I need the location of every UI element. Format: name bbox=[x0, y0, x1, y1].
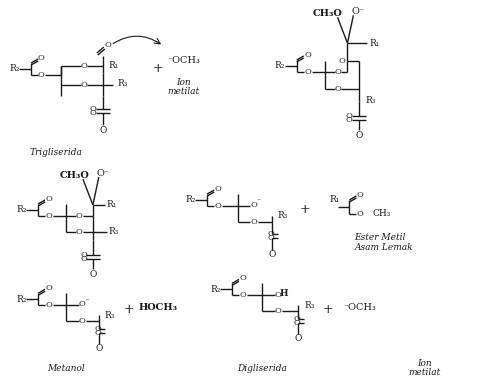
Text: O: O bbox=[268, 234, 275, 242]
Text: ⁻: ⁻ bbox=[257, 198, 261, 206]
Text: O: O bbox=[304, 68, 311, 76]
Text: O: O bbox=[90, 109, 96, 116]
Text: O: O bbox=[304, 51, 311, 59]
Text: R₁: R₁ bbox=[109, 61, 119, 71]
Text: Metanol: Metanol bbox=[47, 364, 85, 373]
Text: O: O bbox=[46, 301, 53, 309]
Text: R₃: R₃ bbox=[305, 301, 315, 310]
Text: R₃: R₃ bbox=[366, 96, 375, 105]
Text: CH₃O: CH₃O bbox=[313, 9, 343, 18]
Text: Asam Lemak: Asam Lemak bbox=[355, 243, 413, 252]
Text: Trigliserida: Trigliserida bbox=[30, 148, 83, 157]
Text: O: O bbox=[81, 251, 87, 258]
Text: O: O bbox=[99, 126, 107, 135]
Text: Digliserida: Digliserida bbox=[237, 364, 287, 373]
Text: CH₃O: CH₃O bbox=[59, 171, 89, 180]
Text: R₂: R₂ bbox=[275, 61, 285, 71]
Text: R₃: R₃ bbox=[109, 227, 119, 236]
Text: O: O bbox=[294, 334, 301, 343]
Text: O: O bbox=[76, 212, 82, 220]
Text: R₂: R₂ bbox=[9, 64, 20, 73]
Text: O: O bbox=[90, 105, 96, 113]
Text: O: O bbox=[268, 250, 275, 259]
Text: O: O bbox=[89, 270, 97, 279]
Text: +: + bbox=[322, 303, 333, 316]
Text: O: O bbox=[240, 291, 247, 299]
Text: O: O bbox=[38, 54, 45, 62]
Text: ⁻OCH₃: ⁻OCH₃ bbox=[167, 57, 200, 66]
Text: O: O bbox=[250, 201, 257, 209]
Text: O: O bbox=[76, 228, 82, 236]
Text: H: H bbox=[279, 289, 288, 298]
Text: O: O bbox=[294, 315, 301, 323]
Text: O: O bbox=[79, 300, 85, 308]
Text: O: O bbox=[334, 85, 341, 93]
Text: CH₃: CH₃ bbox=[373, 210, 391, 218]
Text: O: O bbox=[357, 191, 364, 199]
Text: Ester Metil: Ester Metil bbox=[355, 233, 406, 242]
Text: ⁻OCH₃: ⁻OCH₃ bbox=[343, 303, 376, 312]
Text: R₁: R₁ bbox=[370, 38, 379, 48]
Text: O: O bbox=[95, 325, 102, 333]
Text: O: O bbox=[268, 230, 275, 238]
Text: metilat: metilat bbox=[408, 368, 440, 377]
Text: O: O bbox=[215, 185, 222, 193]
Text: R₂: R₂ bbox=[16, 295, 27, 304]
Text: Ion: Ion bbox=[417, 359, 431, 368]
Text: +: + bbox=[152, 62, 163, 75]
Text: O: O bbox=[274, 307, 281, 315]
Text: O: O bbox=[346, 112, 353, 120]
Text: R₂: R₂ bbox=[210, 285, 221, 294]
Text: O: O bbox=[46, 212, 53, 220]
Text: R₁: R₁ bbox=[330, 196, 340, 204]
Text: O⁻: O⁻ bbox=[97, 169, 110, 178]
Text: O: O bbox=[105, 41, 111, 49]
Text: O: O bbox=[357, 210, 364, 218]
Text: O: O bbox=[95, 329, 102, 337]
Text: O: O bbox=[240, 274, 247, 282]
Text: O: O bbox=[338, 57, 345, 65]
Text: O: O bbox=[250, 218, 257, 226]
Text: +: + bbox=[299, 203, 310, 217]
Text: O⁻: O⁻ bbox=[352, 7, 365, 16]
Text: metilat: metilat bbox=[167, 87, 200, 96]
Text: O: O bbox=[334, 68, 341, 76]
Text: O: O bbox=[274, 291, 281, 299]
Text: R₃: R₃ bbox=[105, 311, 115, 320]
Text: HOCH₃: HOCH₃ bbox=[139, 303, 178, 312]
Text: R₂: R₂ bbox=[185, 196, 196, 204]
Text: R₁: R₁ bbox=[107, 201, 117, 210]
Text: O: O bbox=[46, 195, 53, 203]
Text: O: O bbox=[294, 319, 301, 327]
Text: O: O bbox=[81, 62, 87, 70]
Text: O: O bbox=[346, 116, 353, 123]
Text: R₃: R₃ bbox=[118, 79, 128, 88]
Text: R₃: R₃ bbox=[278, 211, 288, 220]
Text: O: O bbox=[95, 345, 103, 353]
Text: ⁻: ⁻ bbox=[85, 298, 89, 306]
Text: O: O bbox=[81, 81, 87, 89]
Text: +: + bbox=[124, 303, 134, 316]
Text: R₂: R₂ bbox=[16, 205, 27, 215]
Text: O: O bbox=[81, 255, 87, 263]
Text: O: O bbox=[356, 131, 363, 140]
Text: Ion: Ion bbox=[176, 78, 191, 87]
Text: O: O bbox=[38, 71, 45, 79]
Text: O: O bbox=[79, 317, 85, 325]
Text: O: O bbox=[215, 202, 222, 210]
Text: O: O bbox=[46, 284, 53, 292]
